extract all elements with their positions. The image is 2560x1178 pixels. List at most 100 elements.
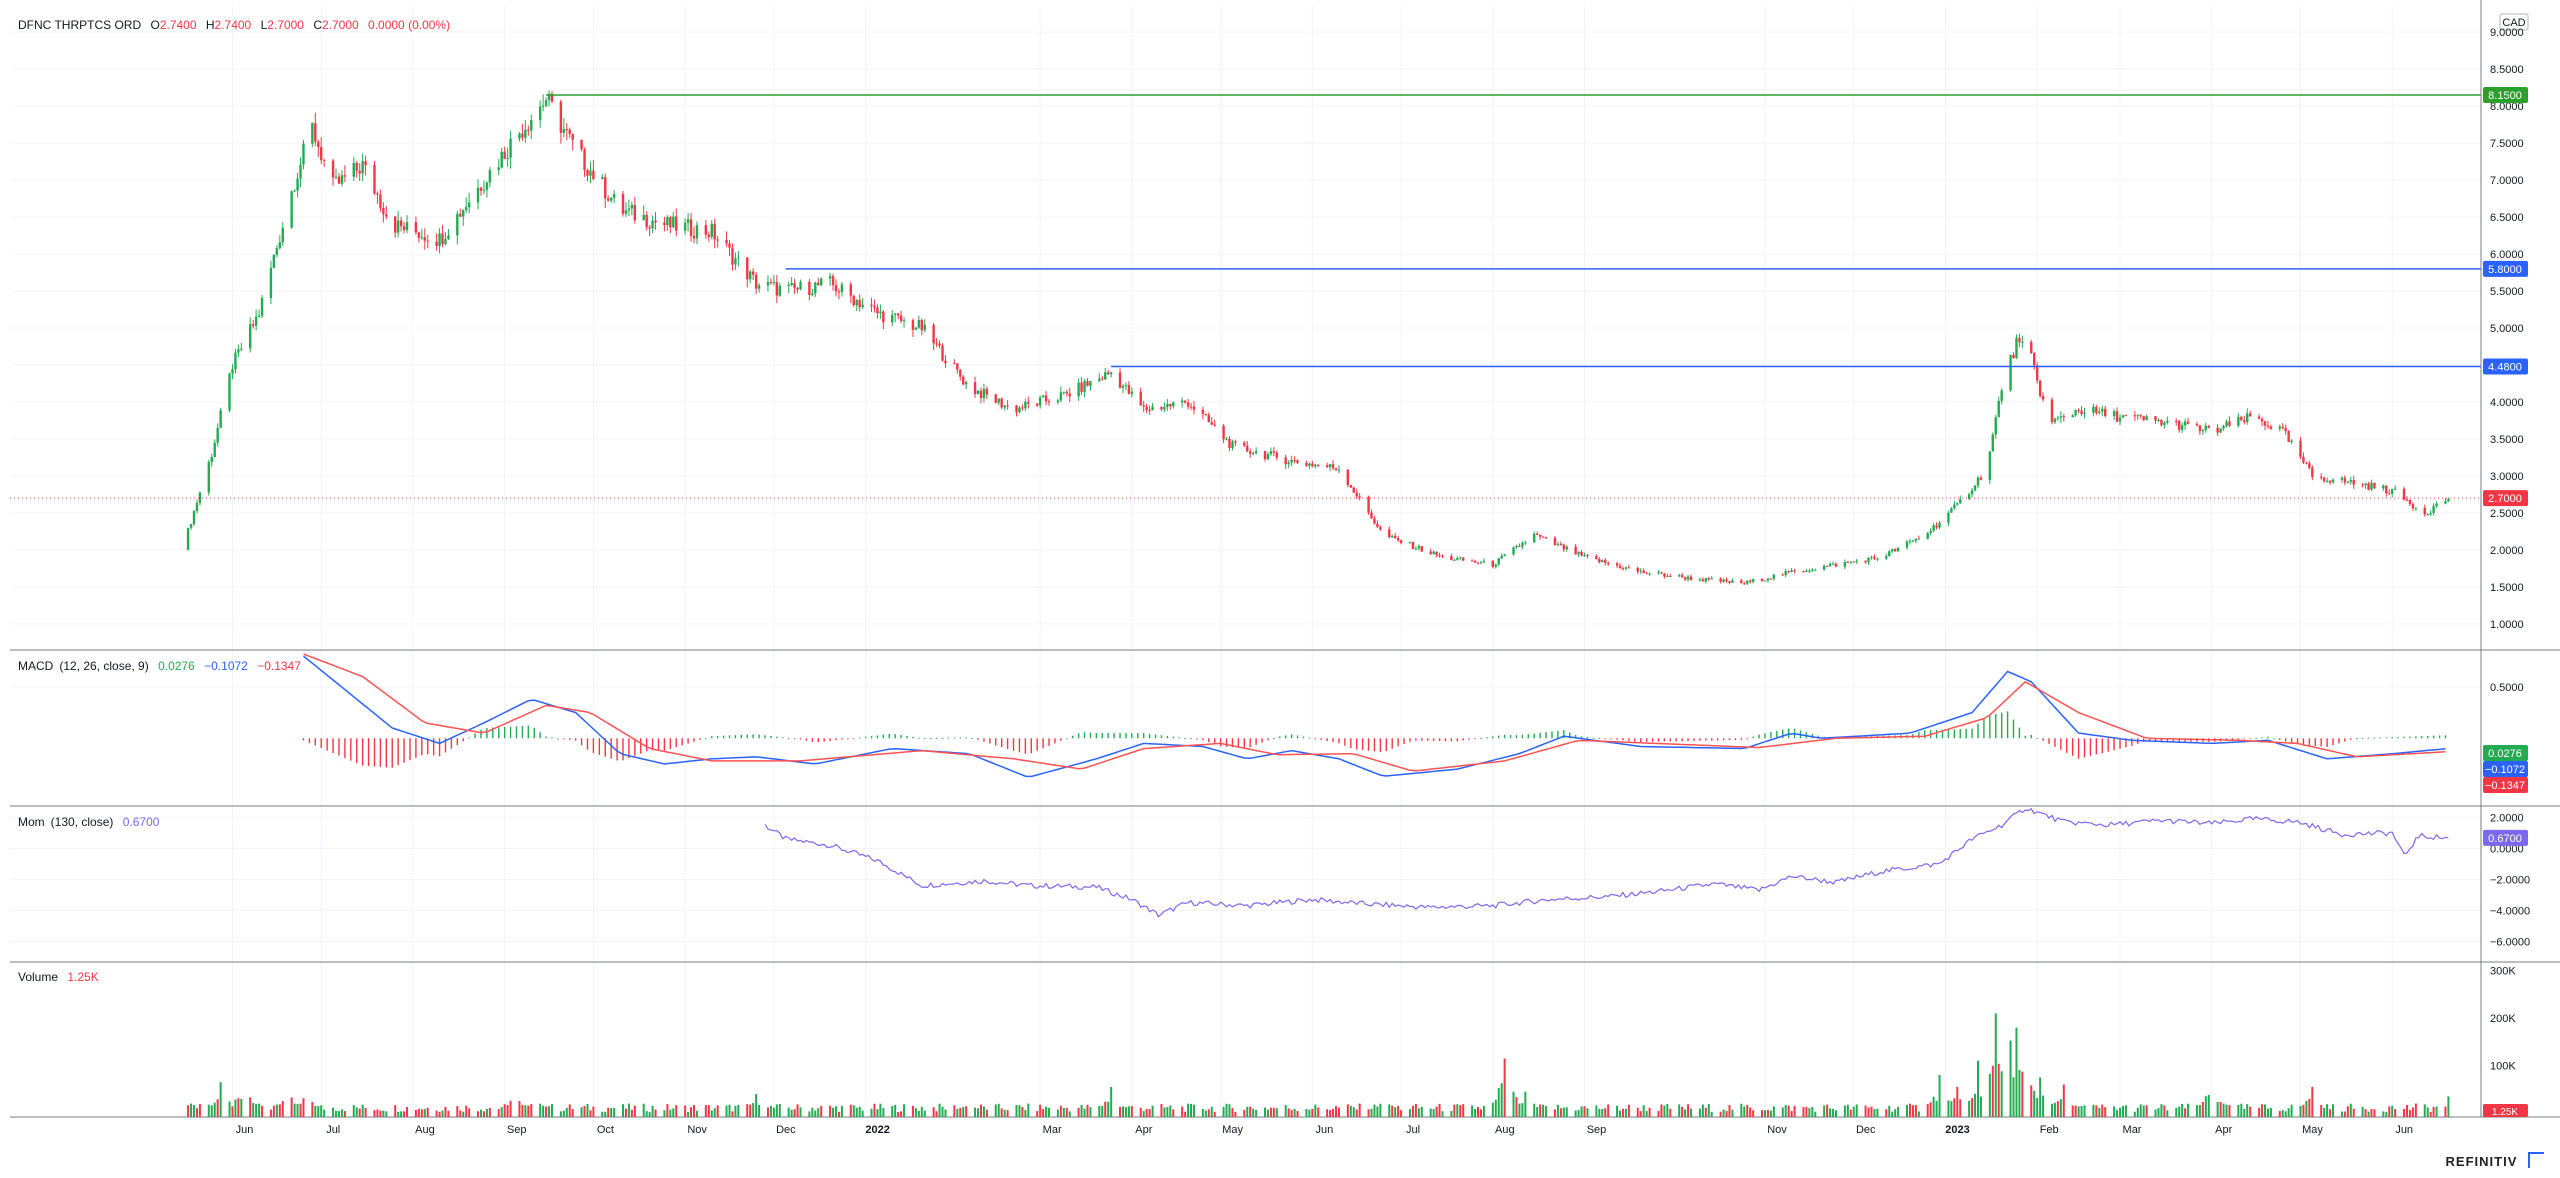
volume-bar (1586, 1108, 1589, 1117)
candle (2343, 475, 2347, 486)
candle-body (1411, 542, 1415, 550)
candle (1843, 559, 1847, 570)
volume-bars (187, 1013, 2450, 1117)
candle-body (725, 239, 728, 244)
candle-body (1876, 558, 1879, 560)
candle-body (1417, 546, 1421, 549)
volume-bar (716, 1105, 719, 1117)
candle-body (1494, 564, 1497, 567)
macd-line (303, 655, 2446, 778)
candle-body (399, 220, 403, 227)
volume-bar (1139, 1107, 1142, 1117)
candle-body (1967, 494, 1971, 500)
macd-histogram-bar (503, 726, 506, 739)
candle (231, 364, 234, 380)
volume-bar (1678, 1104, 1681, 1117)
macd-histogram-bar (1545, 732, 1547, 739)
volume-bar (2284, 1111, 2287, 1117)
macd-histogram-bar (367, 738, 370, 767)
candle-body (2388, 493, 2391, 495)
volume-bar (1477, 1106, 1480, 1117)
macd-histogram-bar (1373, 738, 1376, 752)
candle (1577, 551, 1580, 558)
candle (1867, 557, 1870, 565)
signal-line (303, 653, 2446, 772)
macd-histogram-bar (1758, 734, 1760, 739)
candle (994, 393, 997, 404)
candle-body (2319, 476, 2323, 478)
volume-bar (1048, 1107, 1051, 1117)
candle-body (1207, 414, 1210, 423)
candle-body (1393, 535, 1397, 539)
candle (1355, 488, 1358, 499)
macd-histogram-bar (1261, 738, 1263, 743)
volume-bar (2411, 1107, 2414, 1117)
volume-bar (2000, 1071, 2003, 1117)
candle-body (2012, 354, 2015, 359)
volume-bar (1024, 1110, 1027, 1117)
candle-body (734, 258, 737, 265)
macd-histogram-bar (2397, 736, 2399, 739)
candle (1831, 561, 1835, 565)
volume-bar (1252, 1108, 1255, 1117)
volume-bar (1897, 1106, 1900, 1117)
candle (2382, 484, 2385, 491)
macd-histogram-bar (2113, 738, 2115, 751)
candle-body (979, 390, 983, 399)
candle-body (2260, 418, 2264, 422)
volume-bar (1849, 1109, 1852, 1117)
candle (2340, 476, 2344, 483)
volume-bar (1080, 1104, 1083, 1117)
volume-bar (1595, 1105, 1598, 1117)
volume-bar (675, 1105, 678, 1117)
candle (1997, 396, 2000, 418)
macd-histogram-bar (770, 735, 772, 739)
candle (1139, 387, 1142, 406)
candle (2157, 418, 2160, 422)
macd-histogram-bar (1610, 738, 1612, 740)
candle-body (607, 198, 610, 201)
volume-bar (565, 1107, 568, 1117)
candle (1429, 548, 1432, 556)
volume-bar (897, 1112, 900, 1117)
candle (1766, 578, 1770, 583)
candle (2175, 418, 2178, 426)
volume-bar (1479, 1109, 1482, 1117)
macd-histogram-bar (1705, 738, 1707, 741)
candle-body (1201, 409, 1205, 414)
volume-bar (2340, 1111, 2343, 1117)
candle (1666, 573, 1669, 577)
candle (592, 160, 595, 181)
macd-histogram-bar (2421, 736, 2423, 739)
candle-body (932, 324, 935, 344)
volume-bar (876, 1109, 879, 1117)
candle-body (2269, 426, 2273, 429)
volume-bar (1314, 1104, 1317, 1117)
volume-bar (1926, 1104, 1929, 1117)
volume-bar (2056, 1101, 2059, 1117)
candle (2432, 503, 2435, 516)
candle-body (2139, 415, 2142, 417)
candle-body (352, 162, 355, 177)
volume-bar (891, 1106, 894, 1117)
candle-body (195, 502, 199, 511)
candle-body (485, 182, 489, 190)
macd-histogram-bar (2018, 727, 2021, 739)
macd-histogram-bar (2427, 735, 2429, 739)
candle (1207, 412, 1210, 423)
candle (293, 189, 296, 193)
macd-histogram-bar (640, 738, 642, 754)
candle (524, 120, 527, 143)
candle-body (2041, 396, 2045, 400)
candle (2266, 420, 2270, 429)
macd-histogram-bar (1752, 736, 1754, 739)
candle-body (2361, 484, 2364, 486)
volume-bar (2329, 1109, 2332, 1117)
volume-bar (1432, 1108, 1435, 1117)
volume-bar (2104, 1107, 2107, 1117)
mom-value: 0.6700 (122, 815, 160, 829)
volume-bar (426, 1107, 429, 1117)
candle (317, 139, 320, 157)
macd-histogram-bar (858, 737, 861, 739)
